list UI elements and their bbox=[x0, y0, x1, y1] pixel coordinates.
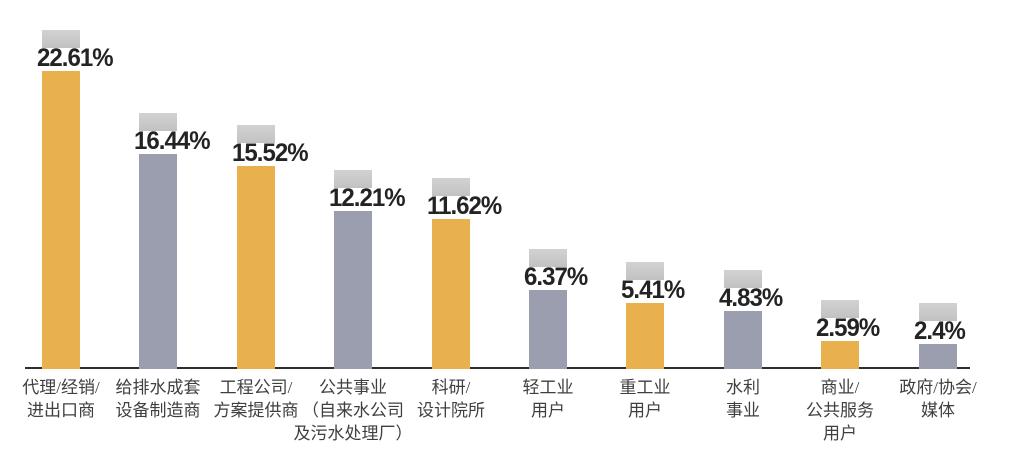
category-label-line: 政府/协会/ bbox=[899, 378, 977, 397]
x-axis-line bbox=[25, 367, 970, 369]
category-label-line: 重工业 bbox=[619, 378, 671, 397]
bar-label-band: 6.37% bbox=[524, 265, 588, 290]
category-label: 给排水成套设备制造商 bbox=[116, 376, 201, 422]
bar-value-label: 15.52% bbox=[232, 139, 309, 167]
category-label-line: 设计院所 bbox=[417, 401, 485, 420]
category-label: 科研/设计院所 bbox=[417, 376, 485, 422]
bar-cap bbox=[529, 249, 567, 267]
category-label: 商业/公共服务用户 bbox=[806, 376, 874, 445]
category-label-line: 方案提供商 bbox=[213, 401, 299, 420]
category-label: 轻工业 用户 bbox=[523, 376, 574, 422]
category-label: 公共事业 （自来水公司 及污水处理厂） bbox=[294, 376, 413, 445]
category-label-line: 科研/ bbox=[431, 378, 471, 397]
bar-column: 15.52% bbox=[232, 125, 309, 369]
category-label-line: 及污水处理厂） bbox=[293, 424, 413, 443]
bar-value-label: 2.59% bbox=[816, 314, 880, 342]
bar-label-band: 16.44% bbox=[134, 129, 211, 154]
category-label-line: 用户 bbox=[531, 401, 565, 420]
bar-fill bbox=[821, 341, 859, 369]
bar-fill bbox=[139, 154, 177, 369]
bar-column: 6.37% bbox=[524, 249, 588, 369]
category-label-line: 公共事业 bbox=[319, 378, 387, 397]
bar-column: 2.59% bbox=[816, 300, 880, 369]
bar-cap bbox=[237, 125, 275, 143]
bar-fill bbox=[237, 166, 275, 369]
bar-label-band: 22.61% bbox=[37, 46, 114, 71]
category-label-line: 工程公司/ bbox=[219, 378, 293, 397]
bar-fill bbox=[42, 71, 80, 369]
bar-column: 22.61% bbox=[37, 30, 114, 369]
category-label-line: 用户 bbox=[628, 401, 662, 420]
bar-column: 12.21% bbox=[329, 170, 406, 369]
bar-fill bbox=[919, 344, 957, 369]
bar-value-label: 22.61% bbox=[37, 44, 114, 72]
bar-column: 2.4% bbox=[914, 303, 966, 369]
bar-value-label: 12.21% bbox=[329, 184, 406, 212]
bar-label-band: 2.4% bbox=[914, 319, 966, 344]
bar-label-band: 5.41% bbox=[621, 278, 685, 303]
category-label-line: 轻工业 bbox=[522, 378, 574, 397]
category-label-line: 媒体 bbox=[920, 401, 955, 420]
category-label-line: 给排水成套 bbox=[115, 378, 201, 397]
bar-cap bbox=[724, 270, 762, 288]
bar-cap bbox=[432, 178, 470, 196]
bar-column: 11.62% bbox=[427, 178, 502, 369]
bar-fill bbox=[334, 211, 372, 369]
bar-fill bbox=[626, 303, 664, 369]
bar-column: 4.83% bbox=[719, 270, 783, 369]
bar-value-label: 4.83% bbox=[719, 284, 783, 312]
category-label-line: （自来水公司 bbox=[302, 401, 404, 420]
category-label-line: 代理/经销/ bbox=[22, 378, 100, 397]
bar-label-band: 15.52% bbox=[232, 141, 309, 166]
bar-fill bbox=[724, 311, 762, 369]
bar-label-band: 4.83% bbox=[719, 286, 783, 311]
bar-fill bbox=[432, 219, 470, 369]
bar-fill bbox=[529, 290, 567, 369]
bar-value-label: 16.44% bbox=[134, 127, 211, 155]
category-label: 水利 事业 bbox=[726, 376, 760, 422]
bar-label-band: 2.59% bbox=[816, 316, 880, 341]
category-label-line: 设备制造商 bbox=[115, 401, 201, 420]
bar-column: 16.44% bbox=[134, 113, 211, 369]
bar-cap bbox=[821, 300, 859, 318]
bar-value-label: 11.62% bbox=[427, 192, 502, 220]
category-label: 代理/经销/进出口商 bbox=[22, 376, 99, 422]
category-label-line: 商业/ bbox=[820, 378, 860, 397]
category-label-line: 用户 bbox=[823, 424, 857, 443]
bar-value-label: 5.41% bbox=[621, 276, 685, 304]
bar-value-label: 2.4% bbox=[914, 317, 966, 345]
bar-cap bbox=[42, 30, 80, 48]
bar-cap bbox=[334, 170, 372, 188]
category-label: 重工业 用户 bbox=[620, 376, 671, 422]
category-label: 政府/协会/媒体 bbox=[899, 376, 976, 422]
bar-label-band: 11.62% bbox=[427, 194, 502, 219]
category-label: 工程公司/方案提供商 bbox=[214, 376, 299, 422]
bar-cap bbox=[139, 113, 177, 131]
bar-value-label: 6.37% bbox=[524, 263, 588, 291]
bar-cap bbox=[626, 262, 664, 280]
category-label-line: 公共服务 bbox=[806, 401, 874, 420]
bar-label-band: 12.21% bbox=[329, 186, 406, 211]
bar-cap bbox=[919, 303, 957, 321]
bar-column: 5.41% bbox=[621, 262, 685, 369]
category-label-line: 进出口商 bbox=[26, 401, 95, 420]
category-label-line: 水利 bbox=[726, 378, 760, 397]
category-label-line: 事业 bbox=[726, 401, 760, 420]
